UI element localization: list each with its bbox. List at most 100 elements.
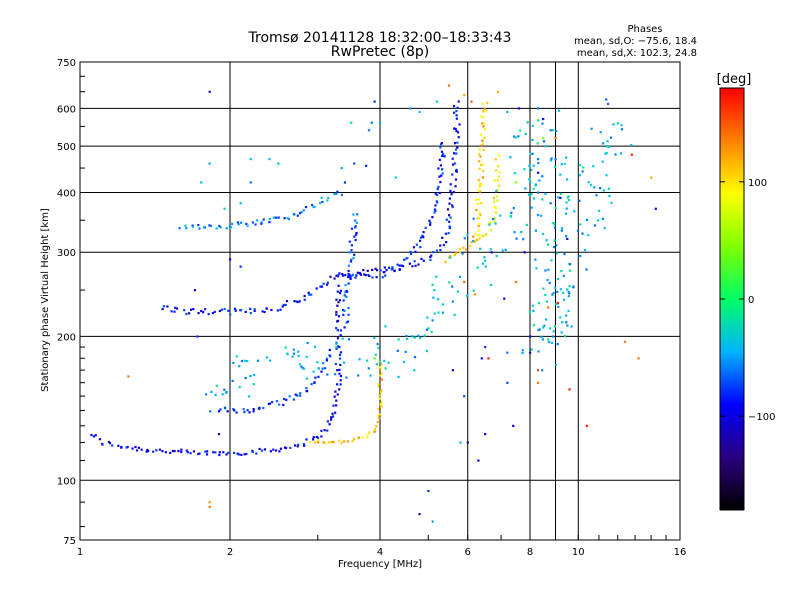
echo-point bbox=[434, 209, 437, 212]
echo-point bbox=[447, 220, 451, 223]
echo-point bbox=[537, 302, 541, 305]
echo-point bbox=[521, 351, 524, 355]
echo-point bbox=[223, 207, 226, 210]
echo-point bbox=[478, 153, 481, 156]
echo-point bbox=[354, 225, 357, 228]
echo-point bbox=[429, 221, 432, 224]
echo-point bbox=[173, 449, 176, 453]
echo-point bbox=[155, 449, 158, 452]
echo-point bbox=[587, 181, 590, 184]
echo-point bbox=[431, 520, 434, 523]
echo-point bbox=[536, 142, 539, 145]
echo-point bbox=[552, 245, 556, 249]
echo-point bbox=[435, 193, 439, 197]
echo-point bbox=[496, 199, 499, 202]
echo-point bbox=[455, 152, 458, 155]
echo-point bbox=[354, 276, 357, 279]
echo-point bbox=[303, 298, 306, 301]
echo-point bbox=[398, 268, 401, 271]
echo-point bbox=[286, 352, 289, 355]
echo-point bbox=[338, 368, 341, 371]
echo-point bbox=[171, 449, 175, 453]
echo-point bbox=[377, 407, 380, 411]
echo-point bbox=[335, 298, 338, 301]
echo-point bbox=[335, 383, 339, 386]
echo-point bbox=[249, 181, 252, 184]
echo-point bbox=[204, 393, 208, 396]
echo-point bbox=[345, 321, 348, 324]
echo-point bbox=[323, 429, 326, 432]
echo-point bbox=[541, 369, 544, 372]
echo-point bbox=[329, 418, 333, 421]
echo-point bbox=[377, 414, 380, 417]
echo-point bbox=[485, 110, 488, 113]
echo-point bbox=[336, 329, 339, 332]
echo-point bbox=[483, 136, 486, 139]
echo-point bbox=[307, 291, 310, 294]
echo-point bbox=[455, 251, 458, 255]
echo-point bbox=[553, 226, 557, 229]
echo-point bbox=[197, 223, 200, 227]
echo-point bbox=[541, 175, 544, 178]
echo-point bbox=[352, 213, 355, 216]
echo-point bbox=[382, 271, 385, 274]
echo-point bbox=[550, 259, 553, 262]
echo-point bbox=[445, 218, 448, 221]
echo-point bbox=[457, 100, 460, 103]
echo-point bbox=[296, 214, 299, 217]
echo-point bbox=[449, 254, 452, 258]
echo-point bbox=[537, 350, 540, 353]
echo-point bbox=[387, 361, 390, 364]
echo-point bbox=[217, 432, 221, 436]
echo-point bbox=[479, 213, 482, 216]
echo-point bbox=[337, 315, 341, 318]
echo-point bbox=[243, 359, 247, 362]
echo-point bbox=[536, 213, 540, 217]
echo-point bbox=[240, 309, 243, 312]
echo-point bbox=[519, 129, 522, 132]
echo-point bbox=[543, 324, 546, 327]
echo-point bbox=[394, 176, 397, 179]
echo-point bbox=[564, 235, 568, 238]
echo-point bbox=[177, 449, 180, 453]
echo-point bbox=[478, 185, 482, 188]
echo-point bbox=[440, 150, 444, 153]
echo-point bbox=[483, 107, 486, 110]
echo-point bbox=[555, 252, 559, 255]
echo-point bbox=[197, 452, 200, 456]
echo-point bbox=[213, 310, 216, 313]
y-tick-label: 300 bbox=[57, 248, 76, 259]
echo-point bbox=[380, 378, 383, 381]
echo-point bbox=[263, 310, 266, 314]
echo-point bbox=[279, 447, 283, 450]
echo-point bbox=[435, 249, 439, 252]
echo-point bbox=[542, 287, 545, 290]
echo-point bbox=[601, 217, 605, 220]
echo-point bbox=[623, 340, 627, 343]
echo-point bbox=[536, 381, 540, 384]
echo-point bbox=[385, 269, 388, 272]
echo-point bbox=[396, 349, 399, 352]
echo-point bbox=[301, 367, 305, 370]
echo-point bbox=[325, 357, 329, 360]
echo-point bbox=[593, 186, 596, 189]
echo-point bbox=[358, 358, 361, 361]
echo-point bbox=[354, 233, 358, 236]
echo-point bbox=[263, 448, 267, 451]
echo-point bbox=[420, 257, 423, 260]
echo-point bbox=[196, 335, 199, 338]
echo-point bbox=[444, 232, 448, 235]
echo-point bbox=[310, 383, 313, 386]
echo-point bbox=[173, 310, 176, 313]
echo-point bbox=[379, 121, 382, 124]
echo-point bbox=[463, 237, 466, 240]
echo-point bbox=[536, 369, 540, 372]
echo-point bbox=[350, 258, 353, 261]
echo-point bbox=[272, 216, 275, 219]
echo-point bbox=[346, 320, 350, 323]
echo-point bbox=[437, 167, 440, 170]
echo-point bbox=[495, 195, 499, 198]
echo-point bbox=[90, 433, 93, 437]
echo-point bbox=[379, 366, 382, 369]
echo-point bbox=[357, 374, 360, 377]
